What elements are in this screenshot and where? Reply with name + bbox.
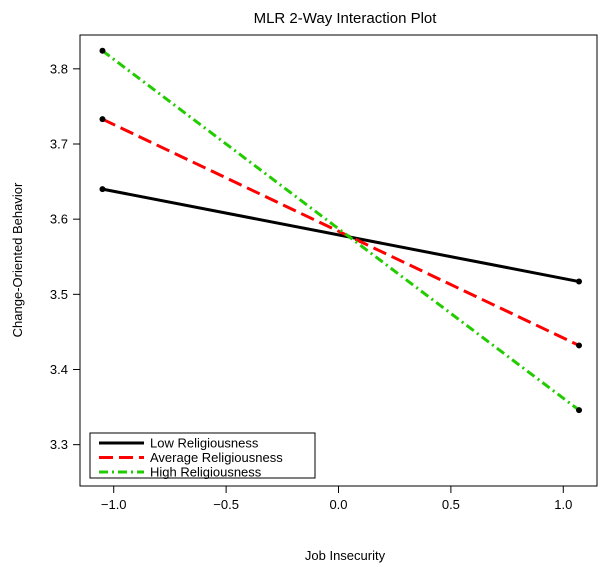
series-line-3 (101, 49, 580, 412)
legend-label-2: Average Religiousness (150, 450, 283, 465)
series-line-2 (101, 117, 580, 347)
y-tick-label: 3.8 (50, 61, 68, 76)
legend-label-1: Low Religiousness (150, 436, 259, 451)
y-tick-label: 3.3 (50, 437, 68, 452)
y-tick-label: 3.4 (50, 362, 68, 377)
data-point (576, 278, 583, 285)
y-axis-title: Change-Oriented Behavior (10, 182, 25, 337)
legend-box (89, 432, 316, 479)
chart-title: MLR 2-Way Interaction Plot (254, 10, 438, 27)
data-point (99, 186, 106, 193)
x-tick-label: −0.5 (213, 497, 239, 512)
y-tick-label: 3.7 (50, 136, 68, 151)
x-axis: −1.0 −0.5 0.0 0.5 1.0 (101, 486, 572, 512)
data-point (99, 47, 106, 54)
data-point (576, 407, 583, 414)
x-tick-label: −1.0 (101, 497, 127, 512)
y-tick-label: 3.5 (50, 287, 68, 302)
data-point (576, 342, 583, 349)
x-axis-title: Job Insecurity (305, 548, 386, 563)
x-tick-label: 0.5 (442, 497, 460, 512)
series-line-1 (102, 187, 580, 284)
data-point (99, 116, 106, 123)
y-axis: 3.3 3.4 3.5 3.6 3.7 3.8 (50, 61, 80, 452)
legend-label-3: High Religiousness (150, 465, 262, 480)
x-tick-label: 1.0 (554, 497, 572, 512)
series-layer (99, 47, 583, 414)
y-tick-label: 3.6 (50, 212, 68, 227)
x-tick-label: 0.0 (329, 497, 347, 512)
plot-frame (79, 34, 598, 487)
